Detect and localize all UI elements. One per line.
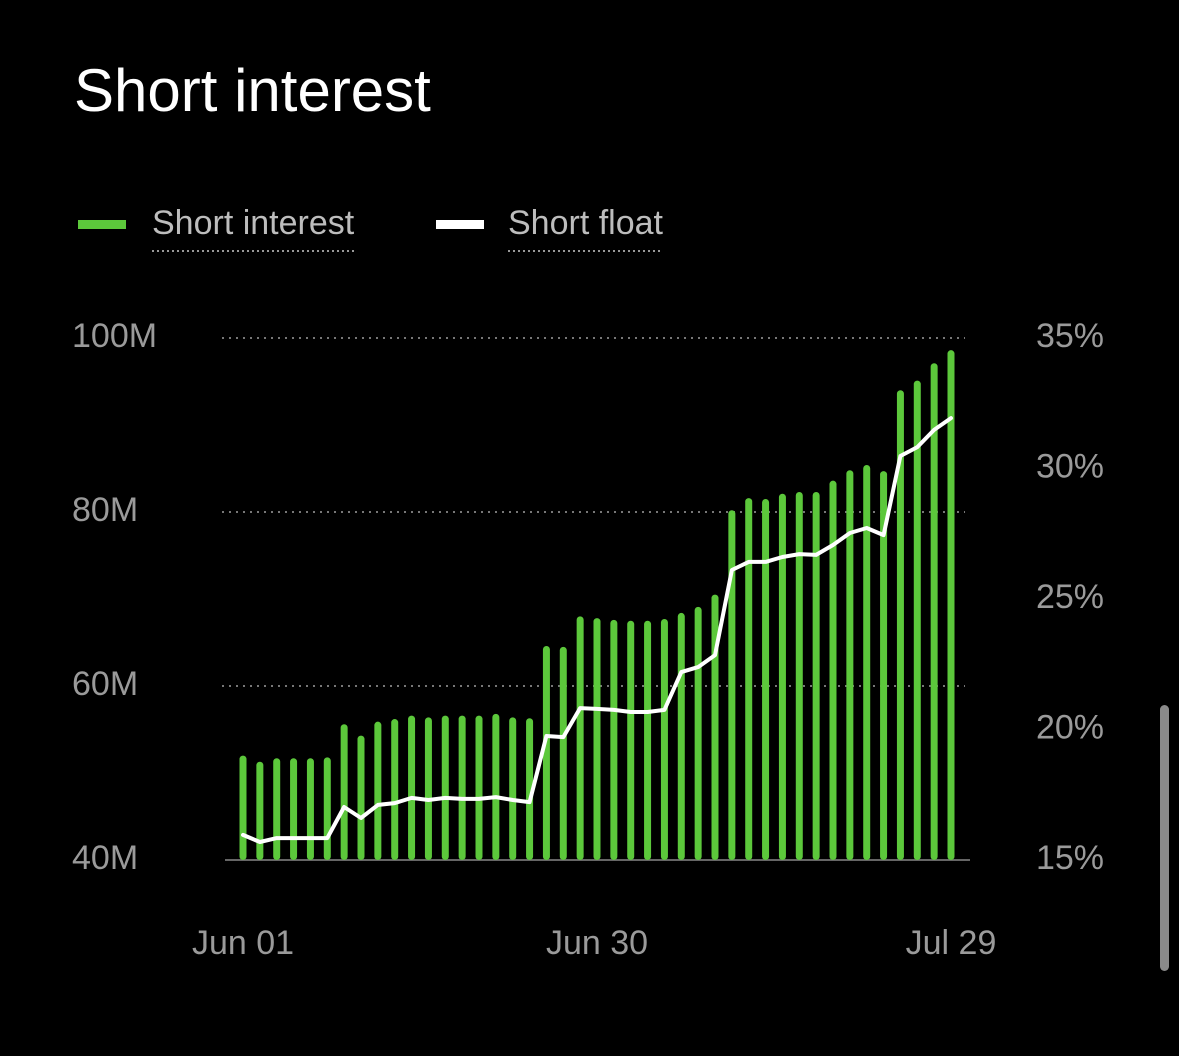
y-tick-label: 80M <box>72 491 138 529</box>
x-tick-label: Jun 01 <box>192 924 294 962</box>
bar <box>728 510 736 860</box>
bar <box>340 724 348 860</box>
bar <box>239 755 247 860</box>
bar <box>863 465 871 860</box>
bar <box>408 715 416 860</box>
bar <box>290 758 298 860</box>
x-tick-label: Jun 30 <box>546 924 648 962</box>
legend-swatch <box>78 220 126 229</box>
bar <box>576 616 584 860</box>
line <box>241 416 953 844</box>
bar <box>357 735 365 860</box>
bar <box>424 717 432 860</box>
chart-title: Short interest <box>74 57 431 124</box>
bar <box>441 715 449 860</box>
bar <box>930 363 938 860</box>
bar <box>947 350 955 860</box>
bar <box>306 758 314 860</box>
y-tick-label: 40M <box>72 839 138 877</box>
bar <box>829 480 837 860</box>
y2-tick-label: 30% <box>1036 447 1104 485</box>
legend-swatch <box>436 220 484 229</box>
bar <box>492 713 500 860</box>
bar <box>475 715 483 860</box>
y2-tick-label: 35% <box>1036 317 1104 355</box>
legend-label[interactable]: Short interest <box>152 204 355 242</box>
bar <box>509 717 517 860</box>
bar <box>559 646 567 860</box>
bar <box>526 718 534 860</box>
bar <box>391 719 399 860</box>
bar <box>677 612 685 860</box>
bar <box>374 721 382 860</box>
y-tick-label: 100M <box>72 317 157 355</box>
bar <box>745 498 753 860</box>
x-tick-label: Jul 29 <box>906 924 997 962</box>
bar <box>694 606 702 860</box>
y2-tick-label: 15% <box>1036 839 1104 877</box>
bar <box>542 645 550 860</box>
bar <box>627 620 635 860</box>
bar <box>323 757 331 860</box>
bar <box>846 470 854 860</box>
y2-tick-label: 20% <box>1036 708 1104 746</box>
bar <box>913 380 921 860</box>
bar <box>778 493 786 860</box>
bar <box>458 715 466 860</box>
y2-tick-label: 25% <box>1036 578 1104 616</box>
legend-label[interactable]: Short float <box>508 204 664 242</box>
bar <box>795 491 803 860</box>
bar <box>273 758 281 860</box>
bar <box>660 619 668 860</box>
bar <box>896 390 904 860</box>
bar <box>256 761 264 860</box>
bar <box>880 471 888 860</box>
bar <box>711 594 719 860</box>
bar <box>593 618 601 860</box>
bar <box>812 491 820 860</box>
bar <box>644 620 652 860</box>
bar <box>610 619 618 860</box>
scrollbar[interactable] <box>1160 705 1169 971</box>
y-tick-label: 60M <box>72 665 138 703</box>
bar <box>762 498 770 860</box>
